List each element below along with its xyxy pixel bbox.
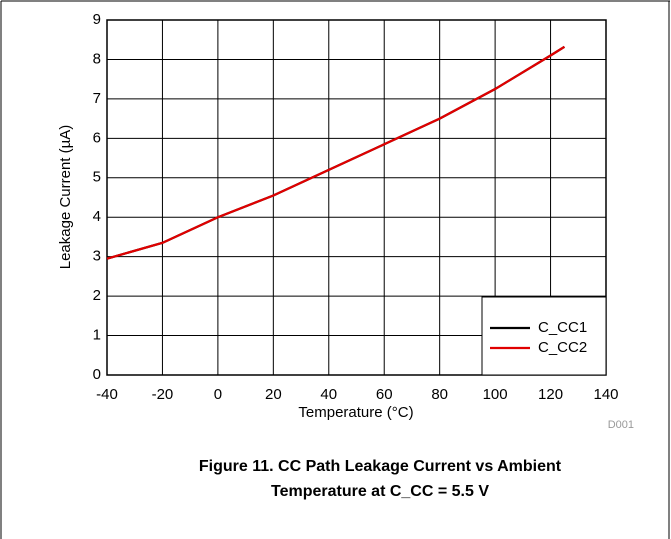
x-tick-label: 20 — [265, 386, 282, 403]
legend-label: C_CC2 — [538, 339, 587, 356]
y-tick-label: 0 — [93, 366, 101, 383]
x-tick-label: 40 — [320, 386, 337, 403]
x-axis-label: Temperature (°C) — [298, 404, 413, 421]
caption: Figure 11. CC Path Leakage Current vs Am… — [199, 458, 562, 475]
plot-border — [106, 19, 607, 376]
y-axis-label: Leakage Current (µA) — [57, 125, 74, 270]
series-line — [106, 45, 566, 260]
y-tick-label: 9 — [93, 11, 101, 28]
y-tick-label: 4 — [93, 208, 101, 225]
y-tick-label: 5 — [93, 169, 101, 186]
y-tick-label: 6 — [93, 129, 101, 146]
series-line — [106, 45, 566, 260]
y-tick-label: 1 — [93, 327, 101, 344]
x-tick-label: 60 — [376, 386, 393, 403]
y-tick-label: 3 — [93, 248, 101, 265]
x-tick-label: 140 — [593, 386, 618, 403]
x-tick-label: -20 — [152, 386, 174, 403]
x-tick-label: 0 — [214, 386, 222, 403]
annotation: D001 — [608, 419, 634, 431]
y-tick-label: 8 — [93, 50, 101, 67]
x-tick-label: 100 — [483, 386, 508, 403]
y-tick-label: 2 — [93, 287, 101, 304]
y-tick-label: 7 — [93, 90, 101, 107]
x-tick-label: 80 — [431, 386, 448, 403]
x-tick-label: 120 — [538, 386, 563, 403]
legend-box — [481, 296, 607, 376]
x-tick-label: -40 — [96, 386, 118, 403]
caption: Temperature at C_CC = 5.5 V — [271, 483, 489, 500]
legend-label: C_CC1 — [538, 319, 587, 336]
